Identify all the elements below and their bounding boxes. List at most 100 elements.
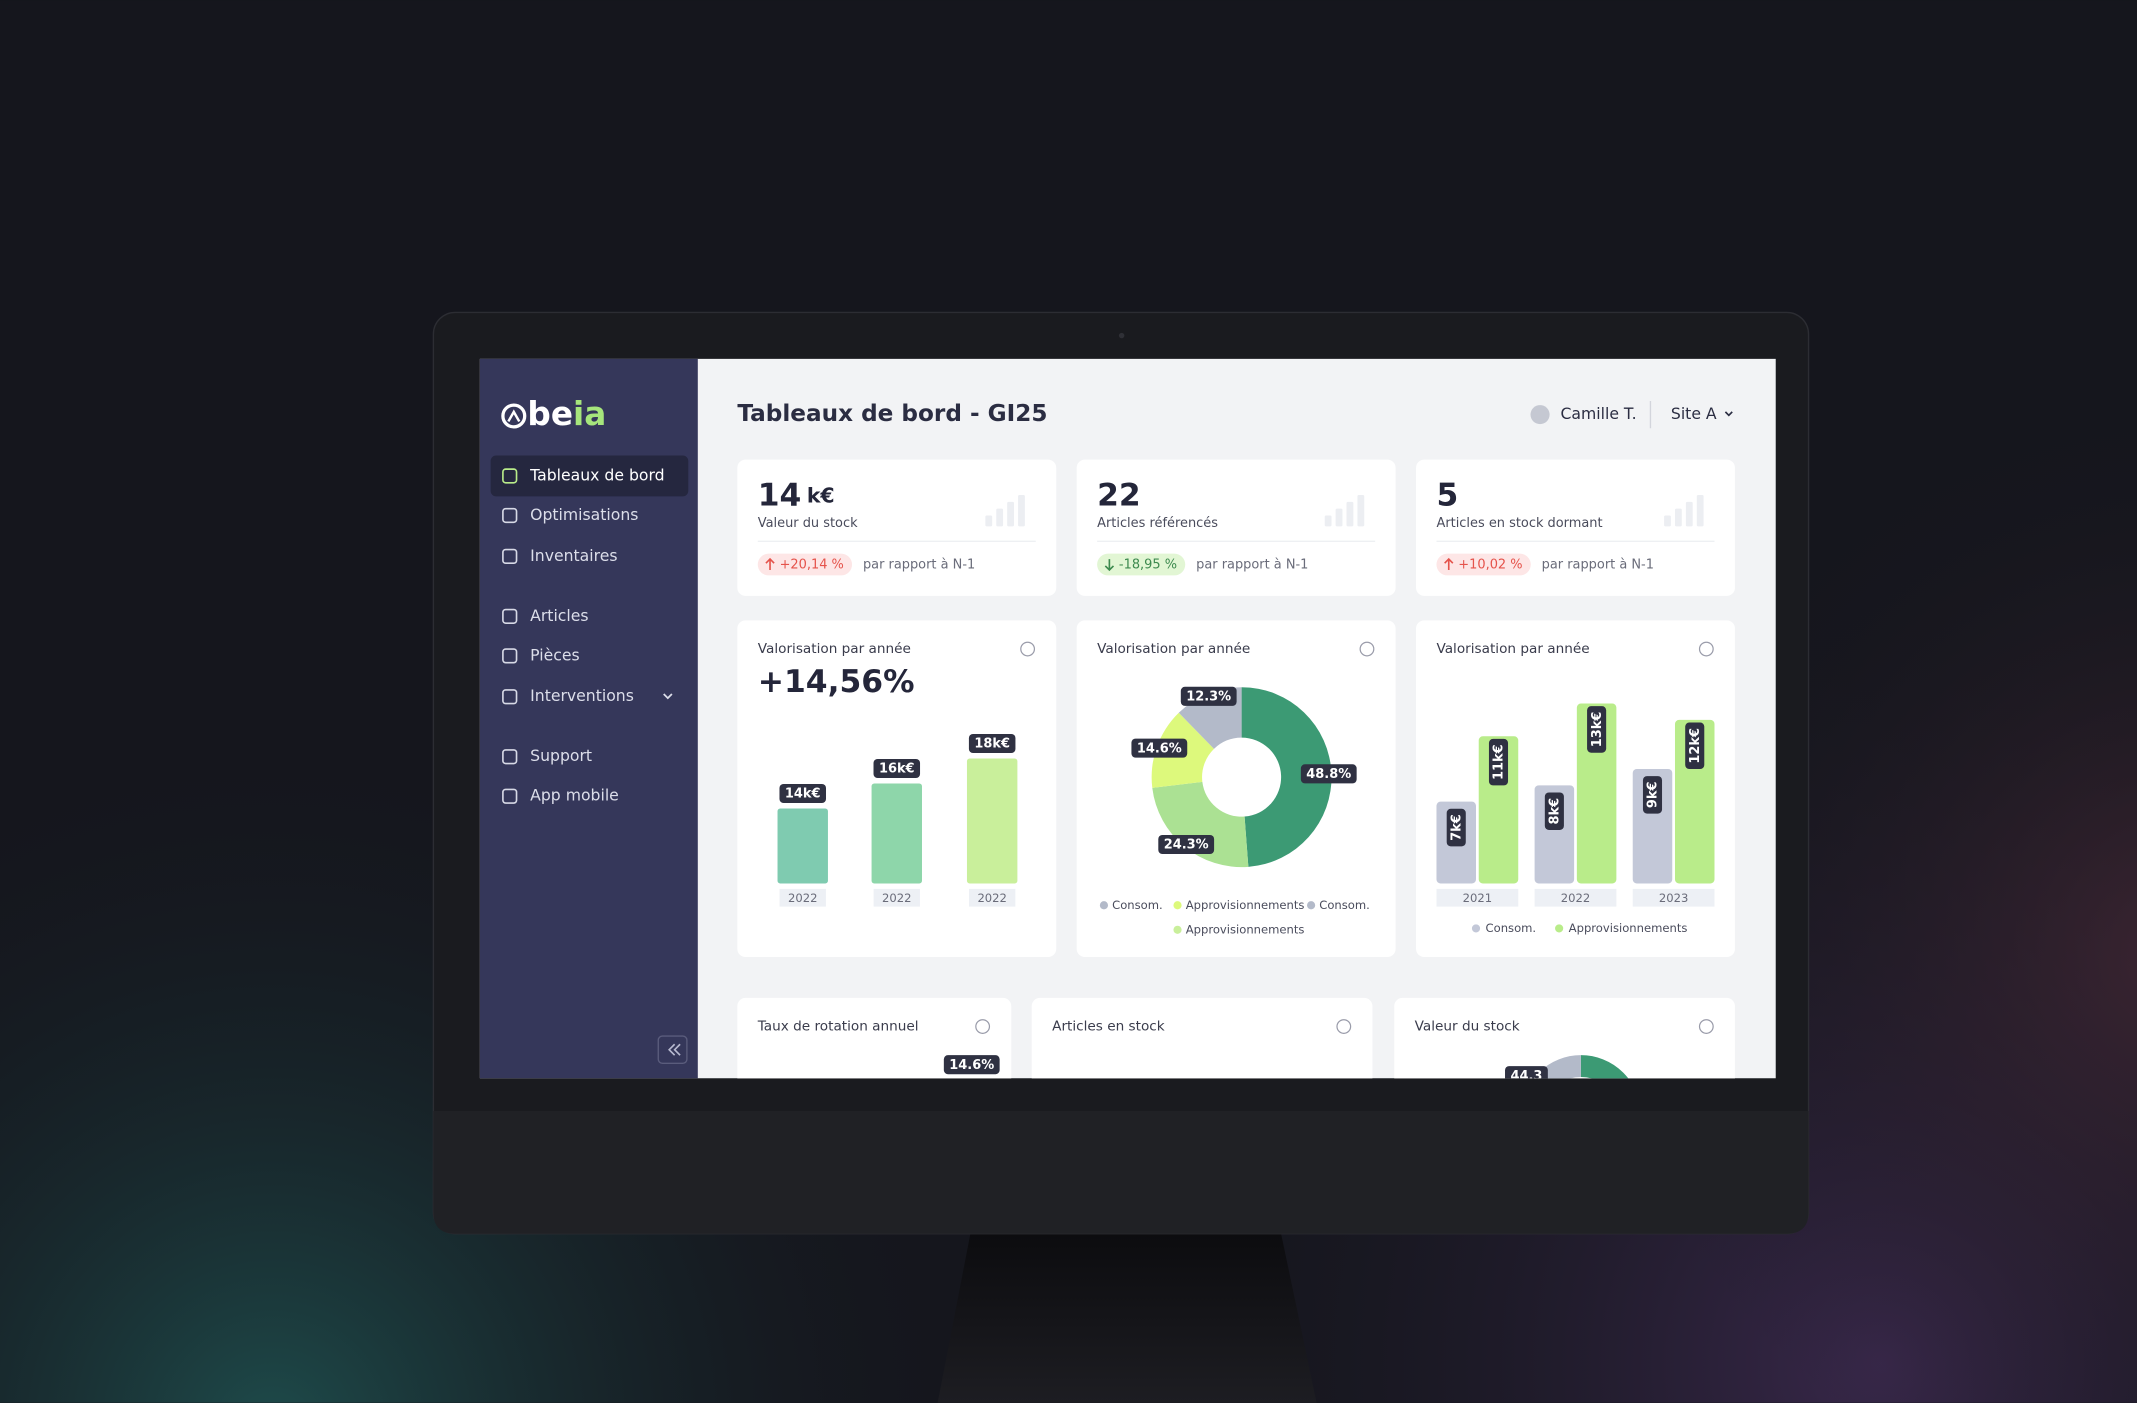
info-icon[interactable] (1359, 641, 1375, 657)
chevron (663, 693, 673, 700)
chart-card: Taux de rotation annuel 14.6% (737, 997, 1012, 1079)
menu-item[interactable]: Support (502, 746, 592, 765)
card-title: Valorisation par année (758, 641, 911, 657)
value-label: 24.3% (1158, 834, 1215, 855)
trend-arrow (1104, 559, 1115, 572)
mini-bar-icon (1335, 508, 1343, 527)
legend-marker (1173, 901, 1182, 910)
chart-card: Articles en stock (1031, 997, 1373, 1079)
comparison: par rapport à N-1 (863, 558, 975, 573)
monitor-stand (937, 1233, 1317, 1403)
webcam (1118, 332, 1125, 339)
legend-marker (1173, 925, 1182, 934)
mini-bar-icon (1346, 501, 1354, 527)
logo: beia (527, 395, 606, 433)
menu-item[interactable]: Interventions (502, 686, 673, 705)
page-title: Tableaux de bord - GI25 (737, 401, 1047, 427)
menu-active-bg (490, 455, 689, 497)
bar (1674, 719, 1715, 884)
menu-label: App mobile (530, 786, 619, 805)
menu-label: Articles (530, 606, 588, 625)
value-label: 12.3% (1180, 686, 1237, 706)
value-label-bg (1446, 808, 1466, 847)
pie-slice (1241, 687, 1332, 867)
change-value: +10,02 % (1458, 558, 1522, 573)
value-label: 9k€ (1642, 776, 1663, 814)
menu-item[interactable]: Pièces (502, 645, 580, 664)
menu-item[interactable]: Inventaires (502, 546, 618, 565)
menu-icon (502, 689, 518, 705)
menu-item[interactable]: App mobile (502, 786, 619, 805)
change-pill: +20,14 % (757, 553, 853, 576)
value-label-bg (779, 783, 827, 804)
bar (1576, 703, 1617, 884)
card (1076, 620, 1396, 958)
value-label-text: 14k€ (785, 787, 821, 802)
trend-arrow (765, 557, 775, 570)
menu-label: Tableaux de bord (529, 465, 664, 484)
menu-item[interactable]: Articles (502, 606, 589, 625)
menu-icon (502, 648, 518, 664)
card-title: Valeur du stock (1415, 1019, 1520, 1035)
comparison: par rapport à N-1 (1196, 558, 1308, 573)
menu-icon (502, 468, 518, 484)
value-label: 14.6% (1131, 738, 1188, 758)
x-tick-label: 2022 (882, 891, 911, 905)
trend-arrow (1444, 557, 1454, 570)
legend-marker (1471, 924, 1481, 933)
value-label-text: 13k€ (1590, 712, 1605, 748)
legend-label: Approvisionnements (1569, 921, 1688, 935)
value-label: 48.8% (1300, 764, 1357, 784)
kpi-number: 14 (758, 477, 802, 513)
chart-card: Valorisation par année 48.8% 24.3% 14.6% 12.… (1076, 620, 1396, 958)
bar (871, 783, 922, 884)
change-value: -18,95 % (1119, 558, 1177, 573)
info-icon[interactable] (975, 1019, 991, 1034)
value-label: 11k€ (1488, 738, 1509, 786)
info-icon[interactable] (1020, 641, 1036, 657)
legend-label: Consom. (1112, 898, 1163, 912)
kpi-unit: k€ (807, 483, 835, 507)
value-label-bg (1505, 1066, 1548, 1079)
menu-item[interactable]: Optimisations (502, 505, 639, 524)
collapse-button[interactable] (657, 1035, 688, 1065)
info-icon[interactable] (1336, 1019, 1352, 1034)
card-title: Articles en stock (1052, 1019, 1165, 1035)
value-label-text: 14.6% (949, 1058, 994, 1073)
value-label-text: 12k€ (1688, 728, 1703, 764)
menu-icon (502, 788, 518, 804)
mini-bar-icon (1018, 495, 1025, 527)
value-label-bg (943, 1055, 1000, 1075)
kpi-number: 22 (1097, 477, 1141, 513)
value-label-bg (968, 733, 1016, 754)
kpi-value: 14 k€ (758, 477, 835, 513)
kpi-card: 14 k€ Valeur du stock +20,14 % par rapport à… (737, 459, 1057, 596)
highlight: +14,56% (758, 664, 915, 700)
mini-bar-icon (1324, 515, 1332, 527)
menu-item[interactable]: Tableaux de bord (490, 455, 689, 497)
value-label-text: 7k€ (1449, 814, 1464, 841)
value-label-bg (1300, 764, 1357, 784)
change-bg (1097, 553, 1186, 576)
screen: beia Tableaux de bord Optimisations Inventa… (479, 358, 1776, 1084)
donut-preview (1533, 1055, 1582, 1079)
card (1031, 997, 1373, 1079)
value-label-bg (873, 758, 921, 779)
menu-label: Inventaires (530, 546, 617, 565)
user-name[interactable]: Camille T. (1561, 404, 1637, 423)
value-label-text: 44.3 (1510, 1069, 1542, 1084)
info-icon[interactable] (1698, 1019, 1714, 1034)
value-label-text: 12.3% (1186, 690, 1231, 705)
value-label-text: 18k€ (974, 737, 1010, 752)
menu-icon (502, 749, 518, 765)
chart-card: Valorisation par année +14,56% 14k€ 2022 16k… (737, 620, 1057, 958)
info-icon[interactable] (1698, 641, 1714, 657)
site-select[interactable]: Site A (1671, 404, 1717, 423)
logo-icon (501, 403, 527, 429)
mini-bar-icon (1007, 501, 1014, 527)
mini-bar-icon (1696, 495, 1704, 527)
change-bg (1436, 553, 1531, 576)
value-label-bg (1158, 834, 1215, 855)
logo-main: be (527, 395, 573, 433)
